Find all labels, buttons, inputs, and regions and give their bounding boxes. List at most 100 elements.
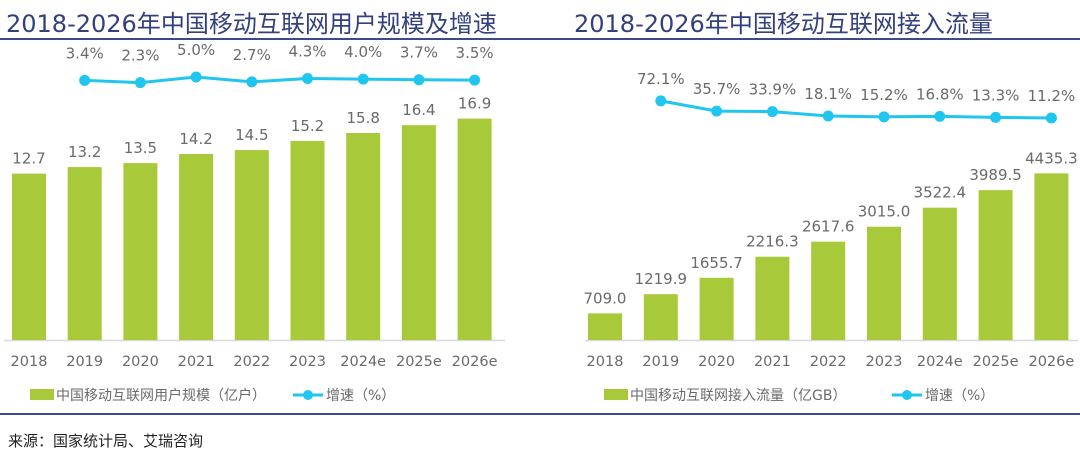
left-bar-label: 14.5 [235, 126, 268, 144]
right-growth-line [660, 99, 1052, 120]
left-growth-point [134, 77, 146, 89]
right-growth-label: 18.1% [804, 85, 852, 103]
right-x-tick-label: 2018 [587, 354, 624, 370]
right-growth-point [766, 106, 778, 118]
left-x-tick-label: 2026e [452, 354, 498, 370]
source-note: 来源：国家统计局、艾瑞咨询 [8, 432, 204, 450]
right-growth-label: 16.8% [916, 85, 964, 103]
left-growth-point [413, 74, 425, 86]
left-x-tick-label: 2024e [340, 354, 386, 370]
right-bar [811, 241, 846, 340]
left-growth-label: 5.0% [177, 41, 215, 59]
left-bar [401, 125, 436, 340]
left-growth-point [302, 72, 313, 84]
right-bar-label: 3015.0 [858, 203, 911, 221]
right-bar-label: 2617.6 [802, 218, 855, 236]
right-growth-label: 72.1% [637, 70, 685, 88]
right-x-tick-label: 2025e [973, 354, 1019, 370]
left-bar [290, 140, 325, 340]
right-legend-bar-label: 中国移动互联网接入流量（亿GB） [630, 387, 846, 404]
left-x-tick-label: 2020 [122, 354, 159, 370]
right-growth-label: 15.2% [860, 86, 908, 104]
right-bar-label: 4435.3 [1025, 149, 1078, 167]
left-growth-label: 4.0% [344, 43, 382, 61]
right-x-tick-label: 2020 [698, 354, 735, 370]
right-bar-label: 1219.9 [635, 270, 688, 288]
footer-divider [0, 413, 1080, 415]
left-bar-label: 15.8 [346, 109, 379, 127]
right-growth-point [878, 111, 890, 123]
left-bar-label: 13.5 [124, 139, 157, 157]
left-growth-point [79, 74, 91, 86]
left-x-tick-label: 2018 [11, 354, 48, 370]
left-bar [12, 173, 46, 340]
right-bar-label: 709.0 [584, 289, 627, 307]
left-x-tick-label: 2022 [233, 354, 270, 370]
right-growth-point [655, 95, 667, 107]
right-bar [588, 313, 622, 340]
right-growth-label: 11.2% [1028, 87, 1076, 105]
right-growth-point [990, 111, 1002, 123]
left-bar [234, 150, 269, 340]
right-x-tick-label: 2019 [642, 354, 679, 370]
left-growth-label: 2.7% [233, 46, 271, 64]
right-x-tick-label: 2022 [810, 354, 847, 370]
right-legend-bar-swatch [604, 389, 628, 400]
title-divider [0, 38, 1080, 40]
left-x-tick-label: 2023 [289, 354, 326, 370]
left-x-tick-label: 2021 [178, 354, 215, 370]
left-bar [67, 167, 102, 340]
right-x-tick-label: 2026e [1028, 354, 1074, 370]
left-bar-label: 16.4 [402, 101, 435, 119]
right-bar [978, 190, 1013, 340]
right-bar-label: 3522.4 [914, 184, 967, 202]
left-chart-title: 2018-2026年中国移动互联网用户规模及增速 [6, 10, 497, 38]
left-growth-label: 3.4% [66, 44, 104, 62]
right-bar-label: 3989.5 [969, 166, 1022, 184]
left-bar [123, 163, 158, 340]
right-x-tick-label: 2021 [754, 354, 791, 370]
left-bar-label: 16.9 [458, 95, 491, 113]
left-bar [457, 118, 492, 340]
left-growth-line [84, 75, 475, 85]
left-bar [179, 153, 214, 340]
left-growth-label: 2.3% [121, 47, 159, 65]
right-growth-point [711, 105, 723, 117]
left-bar-label: 12.7 [12, 150, 45, 168]
right-growth-label: 13.3% [972, 86, 1020, 104]
right-legend-line-marker [902, 390, 912, 400]
left-growth-point [357, 73, 369, 85]
left-growth-point [190, 71, 202, 83]
right-growth-point [1045, 112, 1057, 124]
right-bar [922, 207, 957, 340]
left-legend-line-marker [303, 390, 313, 400]
right-bar [699, 277, 734, 340]
left-growth-label: 3.5% [456, 44, 494, 62]
left-legend-bar-swatch [30, 389, 54, 400]
left-growth-point [469, 74, 481, 86]
right-growth-point [934, 110, 946, 122]
left-growth-label: 4.3% [288, 42, 326, 60]
left-x-tick-label: 2019 [66, 354, 103, 370]
right-bar-label: 2216.3 [746, 233, 799, 251]
left-bar-label: 13.2 [68, 143, 101, 161]
right-growth-point [822, 110, 834, 122]
right-chart-title: 2018-2026年中国移动互联网接入流量 [574, 10, 993, 38]
left-x-tick-label: 2025e [396, 354, 442, 370]
right-bar [1034, 173, 1069, 340]
left-growth-point [246, 76, 258, 88]
right-growth-label: 33.9% [749, 81, 797, 99]
right-bar [643, 294, 678, 340]
right-legend-line-label: 增速（%） [925, 388, 994, 404]
right-x-tick-label: 2024e [917, 354, 963, 370]
right-x-tick-label: 2023 [866, 354, 903, 370]
left-legend-line-label: 增速（%） [326, 388, 395, 404]
left-legend-bar-label: 中国移动互联网用户规模（亿户） [56, 387, 266, 404]
right-bar [867, 226, 901, 340]
left-bar [346, 133, 381, 340]
right-bar-label: 1655.7 [690, 254, 743, 272]
left-growth-label: 3.7% [400, 44, 438, 62]
right-growth-label: 35.7% [693, 80, 741, 98]
left-bar-label: 14.2 [179, 130, 212, 148]
